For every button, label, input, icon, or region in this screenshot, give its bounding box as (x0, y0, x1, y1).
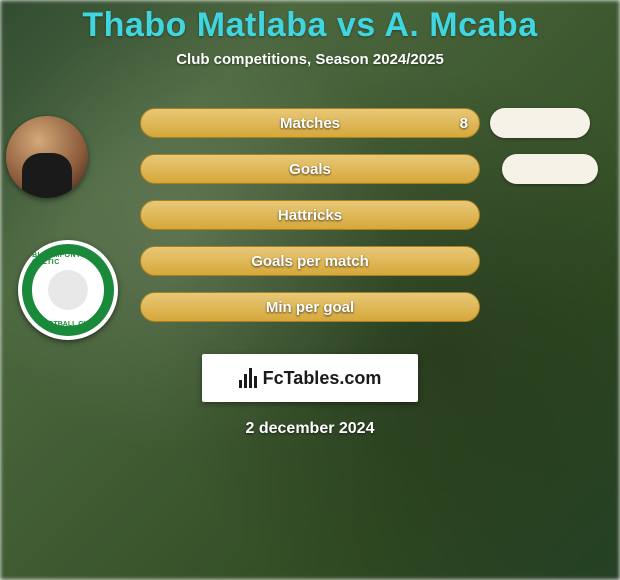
stat-row: Matches8 (140, 108, 480, 138)
left-bar (140, 154, 480, 184)
date: 2 december 2024 (246, 420, 375, 438)
right-pill (502, 154, 598, 184)
left-bar (140, 292, 480, 322)
left-bar (140, 200, 480, 230)
stat-row: Hattricks (140, 200, 480, 230)
club-text-bot: FOOTBALL CLUB (38, 321, 97, 328)
watermark-text: FcTables.com (263, 368, 382, 389)
stat-row: Goals per match (140, 246, 480, 276)
club-text-top: BLOEMFONTEIN CELTIC (32, 252, 104, 266)
comparison-chart: BLOEMFONTEIN CELTIC FOOTBALL CLUB Matche… (0, 96, 620, 336)
bar-chart-icon (239, 368, 257, 388)
stat-rows: Matches8 Goals Hattricks Goals per match Min… (140, 108, 480, 322)
club-badge: BLOEMFONTEIN CELTIC FOOTBALL CLUB (18, 240, 118, 340)
player-avatar (6, 116, 88, 198)
left-bar (140, 108, 480, 138)
club-ring: BLOEMFONTEIN CELTIC FOOTBALL CLUB (22, 244, 114, 336)
watermark: FcTables.com (202, 354, 418, 402)
left-bar (140, 246, 480, 276)
content: Thabo Matlaba vs A. Mcaba Club competiti… (0, 0, 620, 580)
page-title: Thabo Matlaba vs A. Mcaba (82, 6, 537, 45)
right-pill (490, 108, 590, 138)
left-value: 8 (460, 108, 468, 138)
subtitle: Club competitions, Season 2024/2025 (176, 51, 444, 68)
stat-row: Min per goal (140, 292, 480, 322)
stat-row: Goals (140, 154, 480, 184)
